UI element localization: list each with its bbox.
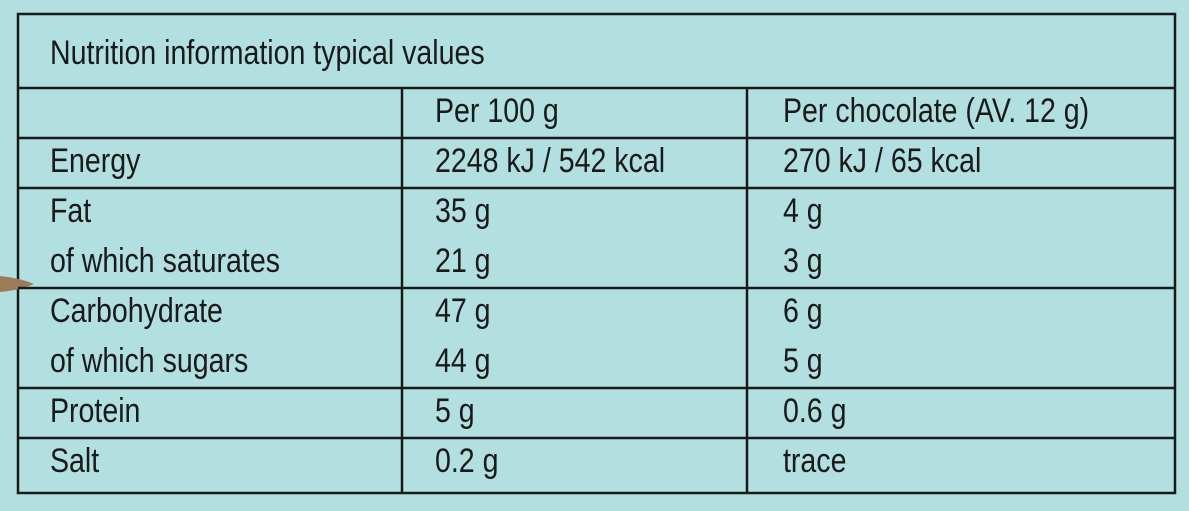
- title: Nutrition information typical values: [50, 34, 485, 72]
- cell-value: 21 g: [435, 242, 491, 280]
- cell-value: 0.6 g: [783, 392, 846, 430]
- cell-value: 4 g: [783, 192, 823, 230]
- edge-mark: [0, 276, 34, 292]
- cell-value: trace: [783, 442, 846, 480]
- cell-value: 2248 kJ / 542 kcal: [435, 142, 665, 180]
- nutrient-label: of which sugars: [50, 342, 248, 380]
- cell-value: 5 g: [783, 342, 823, 380]
- cell-value: 35 g: [435, 192, 491, 230]
- cell-value: 270 kJ / 65 kcal: [783, 142, 981, 180]
- cell-value: 5 g: [435, 392, 475, 430]
- nutrient-label: Energy: [50, 142, 141, 180]
- cell-value: 0.2 g: [435, 442, 498, 480]
- column-header: Per chocolate (AV. 12 g): [783, 92, 1089, 130]
- nutrient-label: Protein: [50, 392, 140, 430]
- cell-value: 47 g: [435, 292, 491, 330]
- cell-value: 44 g: [435, 342, 491, 380]
- table-frame: [16, 12, 1177, 495]
- nutrient-label: Fat: [50, 192, 91, 230]
- nutrient-label: of which saturates: [50, 242, 280, 280]
- cell-value: 6 g: [783, 292, 823, 330]
- column-header: Per 100 g: [435, 92, 559, 130]
- cell-value: 3 g: [783, 242, 823, 280]
- nutrient-label: Carbohydrate: [50, 292, 223, 330]
- nutrient-label: Salt: [50, 442, 99, 480]
